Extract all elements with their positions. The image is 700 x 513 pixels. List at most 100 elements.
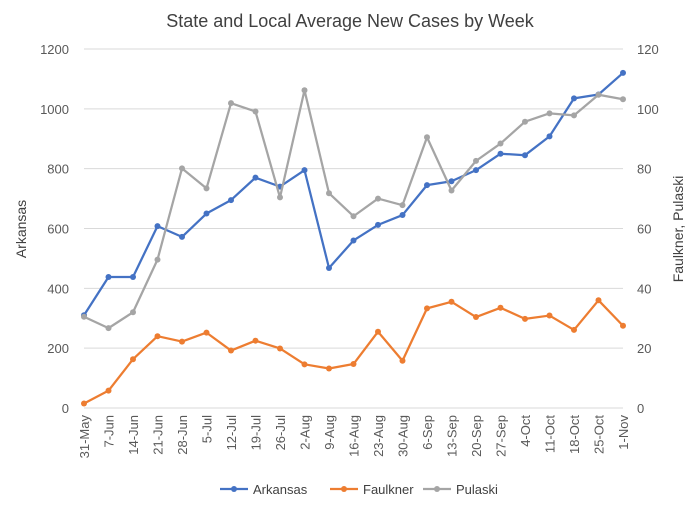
data-point	[399, 202, 406, 209]
left-y-tick-label: 1200	[40, 42, 69, 57]
data-point	[571, 95, 577, 102]
data-point	[228, 197, 234, 204]
data-point	[620, 69, 626, 76]
right-y-axis-title: Faulkner, Pulaski	[670, 176, 686, 283]
data-point	[277, 194, 283, 201]
legend-label: Arkansas	[253, 482, 308, 497]
right-y-tick-label: 100	[637, 102, 659, 117]
x-tick-label: 23-Aug	[371, 415, 386, 457]
data-point	[252, 108, 259, 115]
data-point	[228, 347, 234, 354]
data-point	[130, 309, 136, 316]
data-point	[350, 213, 357, 220]
x-tick-label: 18-Oct	[567, 415, 582, 454]
data-point	[105, 273, 112, 280]
x-tick-label: 2-Aug	[298, 415, 313, 450]
data-point	[620, 322, 626, 329]
data-point	[424, 182, 430, 189]
data-point	[448, 187, 455, 194]
data-point	[424, 305, 430, 312]
legend-marker	[231, 486, 237, 492]
legend-item-arkansas: Arkansas	[220, 482, 308, 497]
data-point	[301, 167, 308, 174]
data-point	[179, 338, 185, 345]
data-point	[399, 212, 406, 219]
legend-marker	[341, 486, 347, 492]
x-tick-label: 9-Aug	[322, 415, 337, 450]
x-tick-label: 19-Jul	[249, 415, 264, 451]
data-point	[252, 337, 259, 344]
data-point	[105, 387, 112, 394]
x-tick-label: 31-May	[77, 415, 92, 459]
x-tick-label: 27-Sep	[494, 415, 509, 457]
data-point	[571, 326, 577, 333]
left-y-tick-label: 600	[47, 222, 69, 237]
x-tick-label: 1-Nov	[616, 415, 631, 450]
data-point	[595, 297, 602, 304]
series-faulkner	[81, 297, 626, 407]
series-line-faulkner	[83, 299, 624, 405]
data-point	[326, 264, 332, 271]
data-point	[424, 134, 430, 141]
x-tick-label: 6-Sep	[420, 415, 435, 450]
data-point	[179, 233, 185, 240]
x-tick-label: 28-Jun	[175, 415, 190, 455]
data-point	[595, 91, 602, 98]
right-y-axis-ticks: 0 20 40 60 80 100 120	[637, 42, 659, 416]
data-point	[203, 185, 210, 192]
data-point	[203, 210, 210, 217]
data-point	[326, 190, 332, 197]
legend-item-faulkner: Faulkner	[330, 482, 414, 497]
data-point	[473, 314, 479, 321]
right-y-tick-label: 120	[637, 42, 659, 57]
left-y-tick-label: 800	[47, 162, 69, 177]
legend-marker	[434, 486, 440, 492]
data-point	[81, 400, 87, 407]
data-point	[350, 361, 357, 368]
series-arkansas	[81, 69, 626, 319]
data-point	[399, 357, 406, 364]
legend-label: Faulkner	[363, 482, 414, 497]
x-tick-label: 14-Jun	[126, 415, 141, 455]
data-point	[350, 237, 357, 244]
x-tick-label: 5-Jul	[200, 415, 215, 443]
data-point	[546, 110, 553, 117]
x-axis-ticks: 31-May 7-Jun 14-Jun 21-Jun 28-Jun 5-Jul 12-Jul…	[77, 415, 631, 459]
data-point	[448, 298, 455, 305]
data-point	[571, 112, 577, 119]
data-point	[375, 328, 381, 335]
right-y-tick-label: 20	[637, 341, 651, 356]
data-point	[326, 365, 332, 372]
data-point	[179, 165, 185, 172]
x-tick-label: 7-Jun	[102, 415, 117, 448]
left-y-axis-ticks: 0 200 400 600 800 1000 1200	[40, 42, 69, 416]
gridlines	[84, 48, 623, 349]
x-tick-label: 13-Sep	[445, 415, 460, 457]
data-point	[497, 150, 504, 157]
data-point	[497, 304, 504, 311]
x-tick-label: 21-Jun	[151, 415, 166, 455]
series-layer	[81, 69, 626, 407]
right-y-tick-label: 60	[637, 222, 651, 237]
right-y-tick-label: 40	[637, 281, 651, 296]
x-tick-label: 12-Jul	[224, 415, 239, 451]
data-point	[154, 333, 161, 340]
left-y-tick-label: 200	[47, 341, 69, 356]
data-point	[473, 157, 479, 164]
x-tick-label: 20-Sep	[469, 415, 484, 457]
data-point	[375, 195, 381, 202]
data-point	[301, 87, 308, 94]
legend: Arkansas Faulkner Pulaski	[220, 482, 498, 497]
x-tick-label: 16-Aug	[347, 415, 362, 457]
data-point	[301, 361, 308, 368]
data-point	[130, 273, 136, 280]
data-point	[522, 118, 528, 125]
data-point	[497, 140, 504, 147]
data-point	[522, 315, 528, 322]
data-point	[277, 345, 283, 352]
data-point	[448, 178, 455, 185]
legend-item-pulaski: Pulaski	[423, 482, 498, 497]
data-point	[375, 221, 381, 228]
